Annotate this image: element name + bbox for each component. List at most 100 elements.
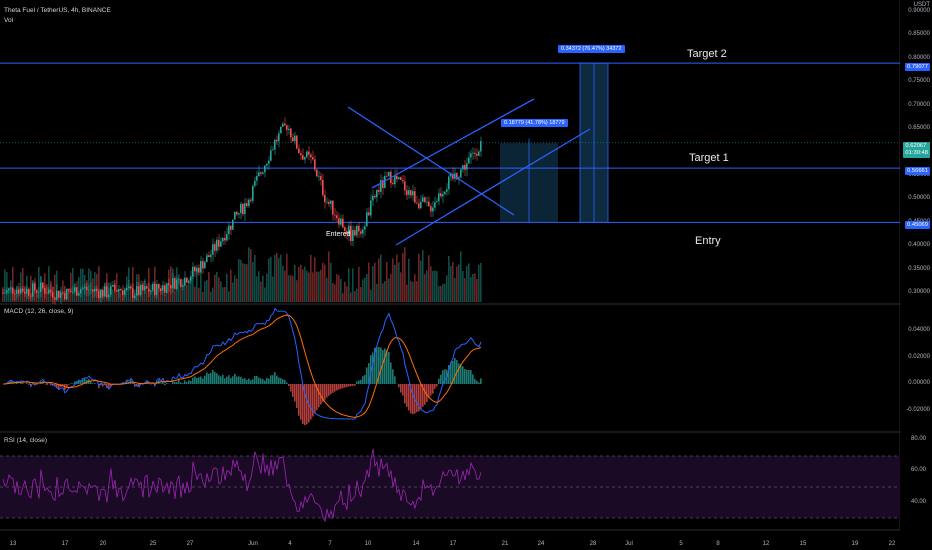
macd-histogram-bar — [300, 384, 302, 420]
candle-body — [450, 173, 452, 177]
trendline-upper-falling — [347, 106, 515, 216]
volume-bar — [380, 254, 382, 302]
volume-bar — [292, 275, 294, 302]
macd-histogram-bar — [138, 384, 140, 388]
volume-bar — [70, 272, 72, 302]
candle-body — [144, 286, 146, 291]
candle-body — [38, 292, 40, 293]
candle-body — [260, 172, 262, 174]
rsi-label: RSI (14, close) — [4, 437, 47, 444]
volume-bar — [338, 275, 340, 302]
macd-histogram-bar — [232, 376, 234, 384]
time-tick: 12 — [762, 541, 770, 547]
candle-body — [472, 152, 474, 154]
volume-bar — [348, 268, 350, 302]
candle-body — [30, 295, 32, 297]
candle-body — [394, 176, 396, 185]
rsi-tick: 40.00 — [910, 499, 926, 505]
volume-bar — [414, 274, 416, 302]
macd-histogram-bar — [392, 369, 394, 384]
volume-bar — [438, 286, 440, 302]
candle-body — [262, 172, 264, 174]
time-tick: 17 — [449, 541, 457, 547]
macd-histogram-bar — [474, 378, 476, 384]
macd-tick: 0.04000 — [908, 327, 930, 333]
candle-body — [362, 229, 364, 234]
macd-histogram-bar — [460, 363, 462, 384]
macd-histogram-bar — [316, 384, 318, 411]
volume-bar — [388, 278, 390, 302]
volume-bar — [480, 263, 482, 302]
time-tick: Jun — [248, 541, 258, 547]
macd-histogram-bar — [204, 375, 206, 384]
candle-body — [148, 288, 150, 292]
candle-body — [430, 206, 432, 212]
macd-histogram-bar — [80, 380, 82, 384]
candle-body — [130, 286, 132, 289]
candle-body — [24, 291, 26, 294]
macd-histogram-bar — [358, 380, 360, 384]
candle-body — [324, 195, 326, 203]
candle-body — [226, 234, 228, 241]
macd-histogram-bar — [376, 347, 378, 384]
volume-bar — [254, 254, 256, 302]
candle-body — [36, 290, 38, 293]
time-tick: 13 — [9, 541, 17, 547]
macd-histogram-bar — [450, 362, 452, 384]
macd-histogram-bar — [366, 367, 368, 384]
candle-body — [358, 225, 360, 232]
volume-bar — [336, 274, 338, 302]
candle-body — [178, 279, 180, 280]
macd-histogram-bar — [266, 377, 268, 384]
macd-histogram-bar — [408, 384, 410, 411]
candle-body — [34, 283, 36, 291]
volume-bar — [252, 262, 254, 302]
volume-bar — [220, 281, 222, 302]
candle-body — [338, 218, 340, 225]
candle-body — [118, 289, 120, 292]
volume-bar — [2, 287, 4, 302]
macd-histogram-bar — [302, 384, 304, 424]
candle-body — [272, 149, 274, 151]
macd-histogram-bar — [400, 384, 402, 393]
volume-bar — [152, 287, 154, 302]
volume-bar — [294, 264, 296, 302]
macd-histogram-bar — [384, 348, 386, 384]
time-tick: 4 — [288, 541, 292, 547]
macd-line — [3, 307, 482, 420]
macd-histogram-bar — [226, 376, 228, 384]
candle-body — [478, 151, 480, 156]
volume-bar — [472, 273, 474, 302]
volume-bar — [410, 280, 412, 302]
volume-bar — [390, 273, 392, 302]
price-axis[interactable]: USDT 0.90000 0.85000 0.80000 0.75000 0.70000… — [900, 0, 932, 550]
volume-bar — [30, 275, 32, 302]
candle-body — [142, 284, 144, 291]
macd-histogram-bar — [184, 380, 186, 384]
price-tick: 0.30000 — [908, 289, 930, 295]
candle-body — [26, 288, 28, 294]
price-tick: 0.35000 — [908, 265, 930, 272]
candle-body — [170, 285, 172, 289]
volume-bar — [306, 270, 308, 302]
volume-bar — [72, 267, 74, 302]
macd-histogram-bar — [304, 384, 306, 426]
volume-bar — [262, 275, 264, 302]
candle-body — [300, 153, 302, 156]
signal-line — [3, 314, 482, 418]
volume-bar — [288, 275, 290, 302]
candle-body — [12, 287, 14, 294]
candle-body — [204, 262, 206, 269]
macd-histogram-bar — [314, 384, 316, 414]
volume-bar — [228, 291, 230, 302]
candle-body — [240, 203, 242, 214]
macd-histogram-bar — [72, 383, 74, 384]
currency-label: USDT — [913, 2, 930, 8]
volume-bar — [334, 284, 336, 302]
macd-histogram-bar — [394, 376, 396, 384]
macd-histogram-bar — [248, 378, 250, 384]
macd-histogram-bar — [448, 365, 450, 384]
macd-histogram-bar — [388, 351, 390, 384]
volume-bar — [426, 270, 428, 302]
